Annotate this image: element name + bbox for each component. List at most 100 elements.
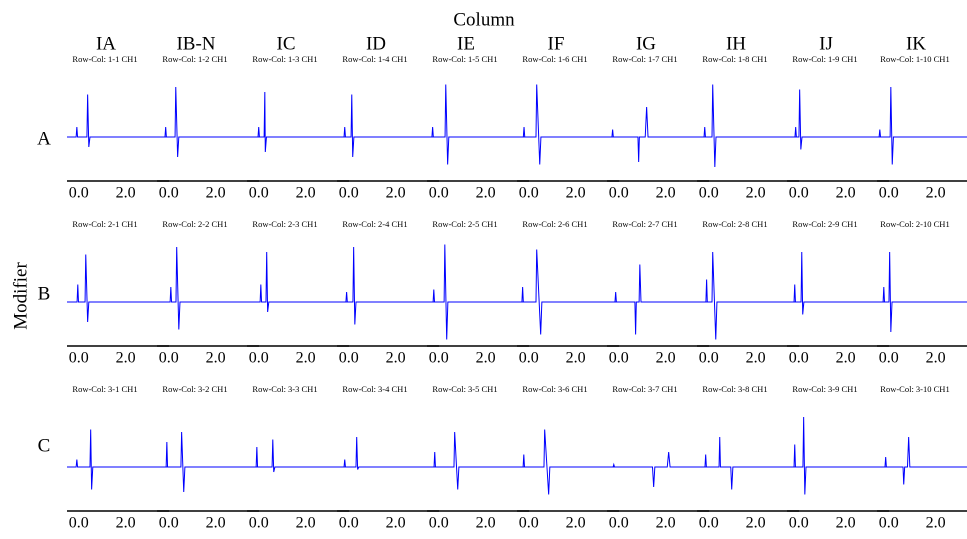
x-tick-label: 2.0 (206, 185, 226, 202)
column-header: IJ (819, 33, 833, 54)
panel-title: Row-Col: 2-3 CH1 (252, 219, 317, 229)
x-tick-label: 0.0 (879, 515, 899, 532)
trace (157, 431, 259, 493)
panel-title: Row-Col: 3-2 CH1 (162, 384, 227, 394)
x-tick-label: 0.0 (699, 185, 719, 202)
trace (427, 244, 529, 340)
x-tick-label: 2.0 (476, 350, 496, 367)
x-tick-label: 0.0 (609, 185, 629, 202)
panel-title: Row-Col: 1-3 CH1 (252, 54, 317, 64)
x-tick-label: 0.0 (879, 185, 899, 202)
x-tick-label: 2.0 (836, 185, 856, 202)
trace (337, 94, 439, 158)
trace (787, 251, 889, 315)
x-tick-label: 0.0 (339, 350, 359, 367)
figure-title: Column (453, 9, 515, 30)
x-tick-label: 0.0 (339, 515, 359, 532)
panel-title: Row-Col: 1-4 CH1 (342, 54, 407, 64)
panel-title: Row-Col: 1-6 CH1 (522, 54, 587, 64)
panel-title: Row-Col: 1-5 CH1 (432, 54, 497, 64)
x-tick-label: 0.0 (159, 515, 179, 532)
x-tick-label: 2.0 (746, 350, 766, 367)
trace (427, 431, 529, 490)
panel-title: Row-Col: 2-9 CH1 (792, 219, 857, 229)
row-label: B (38, 283, 51, 304)
panel-title: Row-Col: 3-6 CH1 (522, 384, 587, 394)
x-tick-label: 0.0 (69, 350, 89, 367)
trace (157, 246, 259, 330)
x-tick-label: 0.0 (429, 515, 449, 532)
x-tick-label: 2.0 (476, 515, 496, 532)
trace (157, 86, 259, 158)
panel-title: Row-Col: 1-7 CH1 (612, 54, 677, 64)
x-tick-label: 2.0 (656, 350, 676, 367)
trace (607, 451, 709, 488)
x-tick-label: 2.0 (836, 350, 856, 367)
x-tick-label: 0.0 (699, 515, 719, 532)
x-tick-label: 2.0 (926, 185, 946, 202)
panel-title: Row-Col: 3-5 CH1 (432, 384, 497, 394)
panel-title: Row-Col: 2-1 CH1 (72, 219, 137, 229)
trace (337, 246, 439, 325)
x-tick-label: 0.0 (249, 185, 269, 202)
column-header: IE (457, 33, 475, 54)
trace (787, 89, 889, 150)
column-header: IB-N (176, 33, 215, 54)
x-tick-label: 2.0 (116, 515, 136, 532)
x-tick-label: 2.0 (926, 515, 946, 532)
panel-title: Row-Col: 2-7 CH1 (612, 219, 677, 229)
x-tick-label: 2.0 (386, 350, 406, 367)
panel-title: Row-Col: 3-4 CH1 (342, 384, 407, 394)
x-tick-label: 2.0 (296, 350, 316, 367)
x-tick-label: 0.0 (159, 185, 179, 202)
x-tick-label: 2.0 (296, 185, 316, 202)
column-header: ID (366, 33, 386, 54)
x-tick-label: 2.0 (386, 185, 406, 202)
x-tick-label: 2.0 (566, 350, 586, 367)
x-tick-label: 2.0 (206, 350, 226, 367)
panel-title: Row-Col: 1-10 CH1 (880, 54, 949, 64)
x-tick-label: 0.0 (789, 185, 809, 202)
x-tick-label: 0.0 (789, 350, 809, 367)
trace (787, 416, 889, 495)
x-tick-label: 2.0 (206, 515, 226, 532)
x-tick-label: 0.0 (69, 185, 89, 202)
panel-title: Row-Col: 3-9 CH1 (792, 384, 857, 394)
column-header: IH (726, 33, 746, 54)
x-tick-label: 2.0 (566, 515, 586, 532)
trace (877, 86, 967, 165)
panel-title: Row-Col: 1-1 CH1 (72, 54, 137, 64)
column-header: IA (96, 33, 116, 54)
panel-title: Row-Col: 2-2 CH1 (162, 219, 227, 229)
x-tick-label: 0.0 (339, 185, 359, 202)
trace (67, 429, 169, 490)
trace (607, 264, 709, 335)
column-header: IG (636, 33, 656, 54)
x-tick-label: 2.0 (386, 515, 406, 532)
x-tick-label: 0.0 (519, 185, 539, 202)
x-tick-label: 2.0 (746, 515, 766, 532)
x-tick-label: 2.0 (746, 185, 766, 202)
x-tick-label: 0.0 (609, 515, 629, 532)
x-tick-label: 0.0 (159, 350, 179, 367)
trace (877, 251, 967, 333)
trace (67, 254, 169, 323)
panel-title: Row-Col: 2-4 CH1 (342, 219, 407, 229)
x-tick-label: 0.0 (609, 350, 629, 367)
trace (247, 251, 349, 313)
x-tick-label: 0.0 (519, 350, 539, 367)
trace (517, 429, 619, 495)
panel-title: Row-Col: 3-7 CH1 (612, 384, 677, 394)
column-header: IC (277, 33, 296, 54)
y-axis-label: Modifier (10, 262, 31, 330)
trace (247, 91, 349, 153)
panel-title: Row-Col: 2-8 CH1 (702, 219, 767, 229)
column-header: IK (906, 33, 926, 54)
panel-title: Row-Col: 3-8 CH1 (702, 384, 767, 394)
x-tick-label: 2.0 (656, 515, 676, 532)
panel-title: Row-Col: 2-6 CH1 (522, 219, 587, 229)
x-tick-label: 2.0 (476, 185, 496, 202)
trace (877, 436, 967, 485)
